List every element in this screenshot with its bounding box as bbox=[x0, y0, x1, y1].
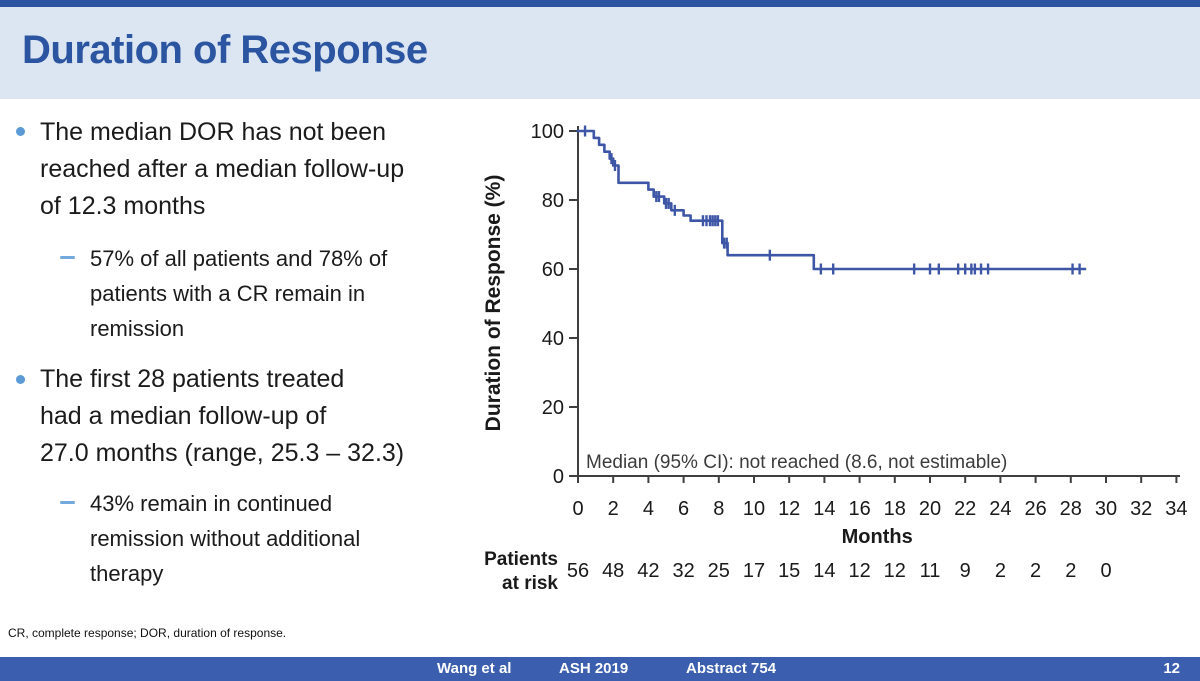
svg-text:0: 0 bbox=[572, 498, 583, 520]
svg-text:32: 32 bbox=[1130, 498, 1152, 520]
svg-text:34: 34 bbox=[1165, 498, 1187, 520]
svg-text:20: 20 bbox=[919, 498, 941, 520]
svg-text:32: 32 bbox=[672, 560, 694, 582]
svg-text:40: 40 bbox=[542, 328, 564, 350]
svg-text:17: 17 bbox=[743, 560, 765, 582]
svg-text:0: 0 bbox=[1100, 560, 1111, 582]
bullet-dot-icon bbox=[16, 127, 25, 136]
svg-text:11: 11 bbox=[920, 560, 941, 582]
svg-text:14: 14 bbox=[813, 560, 835, 582]
y-axis-ticks: 0 20 40 60 80 100 bbox=[531, 121, 578, 488]
svg-text:20: 20 bbox=[542, 397, 564, 419]
svg-text:56: 56 bbox=[567, 560, 589, 582]
sub-bullet-2: 43% remain in continued remission withou… bbox=[90, 486, 360, 591]
bullet-dot-icon bbox=[16, 375, 25, 384]
sub-bullet-2-line-1: 43% remain in continued bbox=[90, 491, 333, 516]
svg-text:16: 16 bbox=[848, 498, 870, 520]
svg-text:80: 80 bbox=[542, 190, 564, 212]
bullet-1-line-3: of 12.3 months bbox=[40, 192, 206, 220]
bullet-1: The median DOR has not been reached afte… bbox=[40, 114, 404, 225]
svg-text:42: 42 bbox=[637, 560, 659, 582]
bullet-1-line-2: reached after a median follow-up bbox=[40, 155, 405, 183]
slide-header: Duration of Response bbox=[0, 7, 1200, 99]
svg-text:2: 2 bbox=[608, 498, 619, 520]
svg-text:28: 28 bbox=[1060, 498, 1082, 520]
svg-text:Months: Months bbox=[842, 526, 913, 548]
svg-text:4: 4 bbox=[643, 498, 654, 520]
sub-bullet-2-line-3: therapy bbox=[90, 561, 164, 586]
svg-text:10: 10 bbox=[743, 498, 765, 520]
sub-bullet-2-line-2: remission without additional bbox=[90, 526, 361, 551]
svg-text:at risk: at risk bbox=[502, 573, 558, 594]
svg-text:Patients: Patients bbox=[484, 549, 558, 570]
sub-bullet-1-line-3: remission bbox=[90, 316, 185, 341]
bullet-2-line-3: 27.0 months (range, 25.3 – 32.3) bbox=[40, 439, 405, 467]
sub-bullet-1: 57% of all patients and 78% of patients … bbox=[90, 241, 387, 346]
page-title: Duration of Response bbox=[22, 28, 428, 72]
censor-ticks bbox=[583, 125, 1081, 275]
bullet-2-line-1: The first 28 patients treated bbox=[40, 365, 345, 393]
footer-conference: ASH 2019 bbox=[559, 660, 629, 677]
sub-bullet-dash-icon bbox=[60, 256, 75, 259]
svg-text:24: 24 bbox=[989, 498, 1011, 520]
axis-labels: Duration of Response (%) Months bbox=[482, 175, 913, 548]
footer-author: Wang et al bbox=[437, 660, 512, 677]
svg-text:60: 60 bbox=[542, 259, 564, 281]
svg-text:2: 2 bbox=[1065, 560, 1076, 582]
svg-text:26: 26 bbox=[1024, 498, 1046, 520]
svg-text:100: 100 bbox=[531, 121, 564, 143]
bullet-1-line-1: The median DOR has not been bbox=[40, 118, 387, 146]
page-number: 12 bbox=[1163, 660, 1180, 677]
top-accent-bar bbox=[0, 0, 1200, 7]
svg-text:Median (95% CI): not reached (: Median (95% CI): not reached (8.6, not e… bbox=[586, 452, 1007, 473]
svg-text:2: 2 bbox=[995, 560, 1006, 582]
median-annotation: Median (95% CI): not reached (8.6, not e… bbox=[586, 452, 1007, 473]
svg-text:18: 18 bbox=[884, 498, 906, 520]
svg-text:48: 48 bbox=[602, 560, 624, 582]
sub-bullet-1-line-2: patients with a CR remain in bbox=[90, 281, 366, 306]
svg-text:12: 12 bbox=[884, 560, 906, 582]
axes bbox=[577, 126, 1180, 477]
bullet-2: The first 28 patients treated had a medi… bbox=[40, 361, 404, 472]
svg-text:14: 14 bbox=[813, 498, 835, 520]
svg-text:8: 8 bbox=[713, 498, 724, 520]
sub-bullet-dash-icon bbox=[60, 501, 75, 504]
svg-text:30: 30 bbox=[1095, 498, 1117, 520]
footer-abstract: Abstract 754 bbox=[686, 660, 777, 677]
svg-text:9: 9 bbox=[960, 560, 971, 582]
svg-text:12: 12 bbox=[848, 560, 870, 582]
km-curve bbox=[576, 129, 1087, 271]
patients-at-risk: Patients at risk 56 48 42 32 25 17 15 14 12 12 11 9 2 2… bbox=[484, 549, 1111, 594]
dor-km-chart: 0 20 40 60 80 100 0 2 4 6 8 10 12 14 16 18 20 22 24 26 28 30 3… bbox=[478, 98, 1193, 603]
svg-text:Duration of Response (%): Duration of Response (%) bbox=[482, 175, 505, 432]
svg-text:0: 0 bbox=[553, 466, 564, 488]
svg-text:6: 6 bbox=[678, 498, 689, 520]
bullet-2-line-2: had a median follow-up of bbox=[40, 402, 327, 430]
sub-bullet-1-line-1: 57% of all patients and 78% of bbox=[90, 246, 388, 271]
svg-text:15: 15 bbox=[778, 560, 800, 582]
x-axis-ticks: 0 2 4 6 8 10 12 14 16 18 20 22 24 26 28 30 32 34 bbox=[572, 476, 1188, 520]
svg-text:2: 2 bbox=[1030, 560, 1041, 582]
svg-text:12: 12 bbox=[778, 498, 800, 520]
svg-text:22: 22 bbox=[954, 498, 976, 520]
footer-bar: Wang et al ASH 2019 Abstract 754 12 bbox=[0, 657, 1200, 681]
svg-text:25: 25 bbox=[708, 560, 730, 582]
footnote: CR, complete response; DOR, duration of … bbox=[8, 626, 287, 640]
